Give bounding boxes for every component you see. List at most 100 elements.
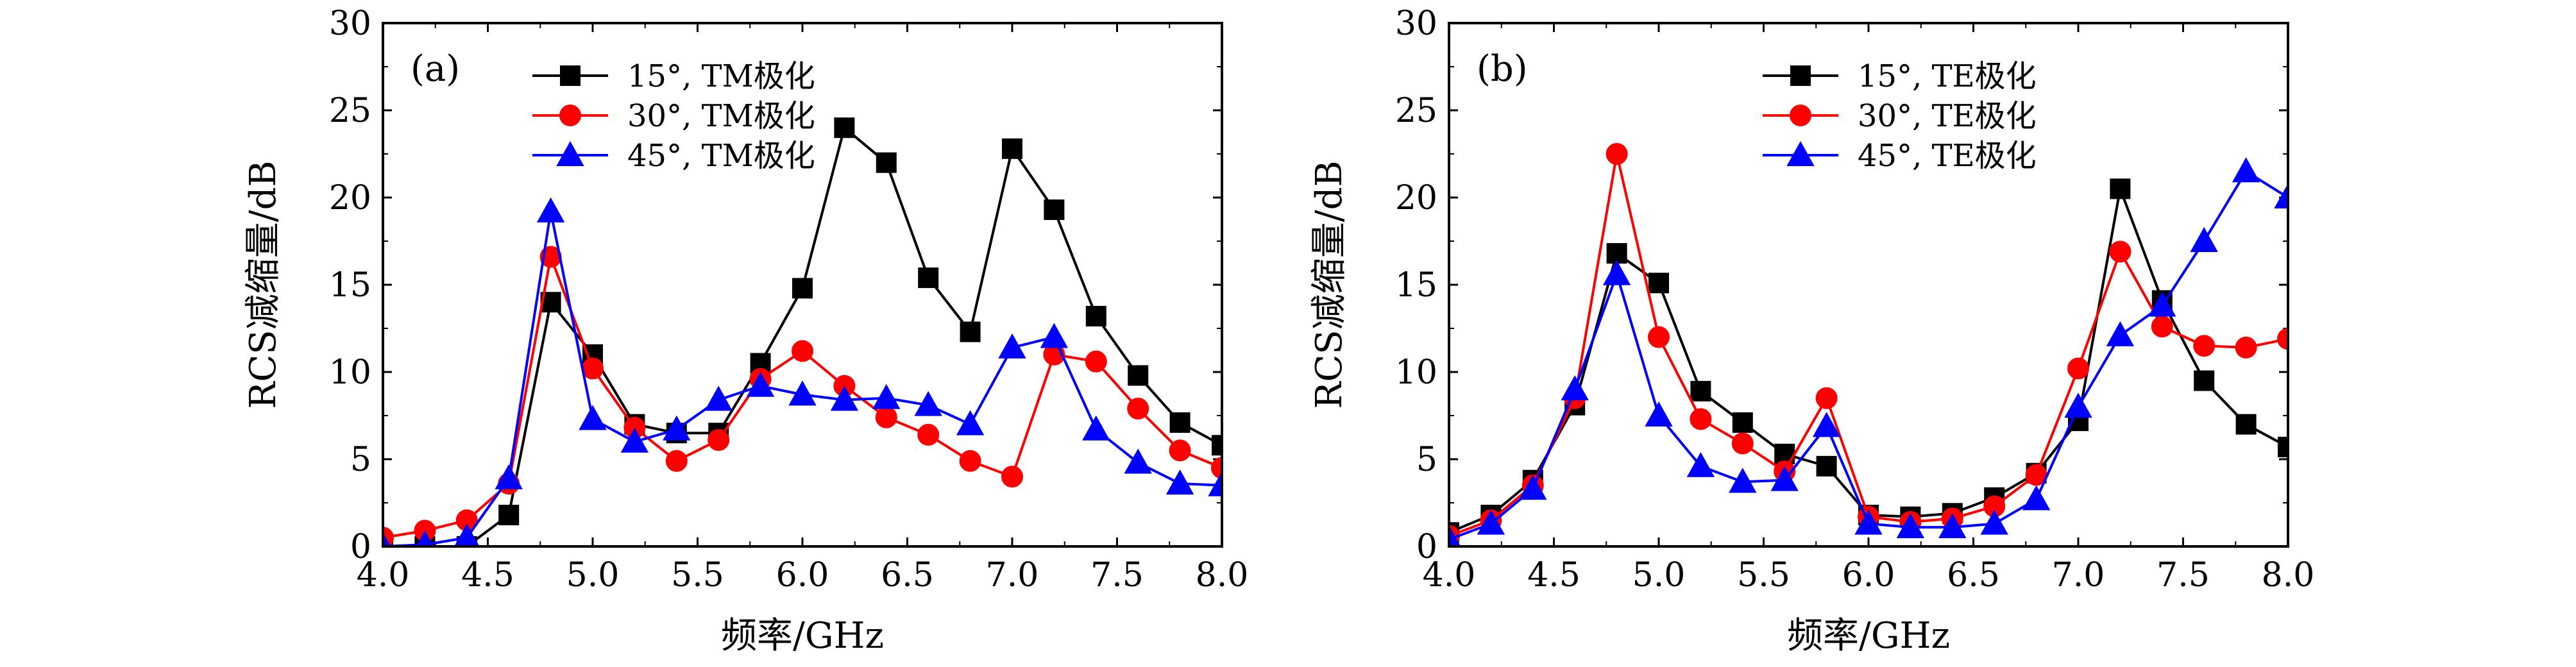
data-point [1729,468,1757,493]
x-axis-title: 频率/GHz [721,615,884,657]
data-point [2022,485,2051,511]
data-point [620,427,649,453]
data-point [875,406,897,428]
data-point [1208,471,1222,496]
data-point [2235,414,2257,435]
x-tick-label: 8.0 [2262,556,2315,595]
plot-frame [1448,22,2289,548]
data-point [1085,305,1106,326]
x-tick-label: 7.0 [986,556,1039,595]
chart-panel-1: 4.0 4.5 5.0 5.5 6.0 6.5 7.0 7.5 8.0 0 5 10 15 20 25 30 (… [242,4,1248,657]
data-point [1128,365,1149,386]
chart-panel-2: 4.0 4.5 5.0 5.5 6.0 6.5 7.0 7.5 8.0 0 5 10 15 20 25 30 (… [1309,4,2314,657]
data-point [2232,157,2260,183]
series-line [1449,183,2288,534]
data-point [1648,273,1669,294]
data-point [1127,398,1149,420]
data-point [2064,393,2092,418]
y-axis-title: RCS减缩量/dB [242,160,284,409]
data-point [2067,357,2089,380]
data-point [536,197,565,223]
data-point [2274,183,2288,208]
data-point [1606,243,1627,264]
legend-label: 15°, TE极化 [1858,58,2037,94]
data-point [1812,412,1841,437]
data-point [2151,316,2173,338]
data-point [1690,380,1711,401]
legend-marker [559,105,581,126]
y-tick-label: 30 [329,4,371,43]
x-axis-title: 频率/GHz [1787,615,1950,657]
y-tick-label: 0 [1416,528,1437,566]
data-point [1561,375,1589,401]
data-point [2277,328,2288,350]
legend-marker [560,65,580,86]
data-point [2193,335,2216,357]
series-1 [1449,178,2288,543]
legend-label: 45°, TM极化 [627,138,815,174]
data-point [1519,475,1547,500]
data-point [960,321,981,342]
data-point [2194,370,2215,391]
data-point [579,405,607,430]
y-tick-label: 0 [350,528,371,566]
y-tick-label: 25 [1395,92,1437,130]
y-tick-label: 5 [1416,441,1437,479]
data-point [1690,408,1712,430]
data-point [582,357,604,380]
data-point [1040,323,1069,348]
y-tick-label: 25 [329,92,371,130]
data-point [917,423,940,446]
data-point [872,384,901,409]
data-point [1002,138,1022,159]
data-point [1602,260,1631,285]
data-point [834,117,855,139]
data-point [1085,350,1107,373]
plot-frame [382,22,1223,548]
series-3 [1449,157,2288,546]
data-point [1648,326,1670,348]
x-tick-label: 6.0 [776,556,829,595]
data-point [876,152,897,173]
data-point [1212,435,1222,456]
data-point [1854,509,1883,535]
data-point [1815,387,1838,409]
y-tick-label: 10 [1395,353,1437,392]
legend-label: 15°, TM极化 [627,58,815,94]
y-tick-label: 15 [329,266,371,305]
axis-ticks: 4.0 4.5 5.0 5.5 6.0 6.5 7.0 7.5 8.0 0 5 10 15 20 25 30 [1395,4,2315,595]
data-point [1169,439,1191,462]
data-point [1980,509,2008,535]
data-point [746,371,775,397]
legend-label: 45°, TE极化 [1858,138,2037,174]
data-point [2106,321,2135,346]
x-tick-label: 6.5 [881,556,934,595]
legend-marker [1786,140,1815,166]
series-2 [383,246,1222,546]
data-point [2235,336,2257,359]
y-tick-label: 15 [1395,266,1437,305]
x-tick-label: 7.5 [1090,556,1144,595]
data-point [2190,226,2218,252]
x-tick-label: 5.0 [566,556,620,595]
data-point [1731,432,1754,455]
y-tick-label: 10 [329,353,371,392]
data-point [1044,199,1065,221]
data-point [2278,436,2288,457]
data-point [1165,469,1194,495]
legend-label: 30°, TM极化 [627,98,815,134]
legend: 15°, TM极化 30°, TM极化 45°, TM极化 [532,58,815,174]
x-tick-label: 6.5 [1947,556,2000,595]
x-tick-label: 7.5 [2157,556,2210,595]
series-line [383,211,1222,546]
x-tick-label: 7.0 [2052,556,2105,595]
y-tick-label: 20 [329,179,371,217]
data-point [914,391,942,416]
x-tick-label: 5.5 [1737,556,1790,595]
data-point [830,385,859,411]
data-point [708,429,730,452]
panel-label: (b) [1477,48,1528,90]
data-point [1645,401,1673,426]
data-point [1816,455,1837,477]
